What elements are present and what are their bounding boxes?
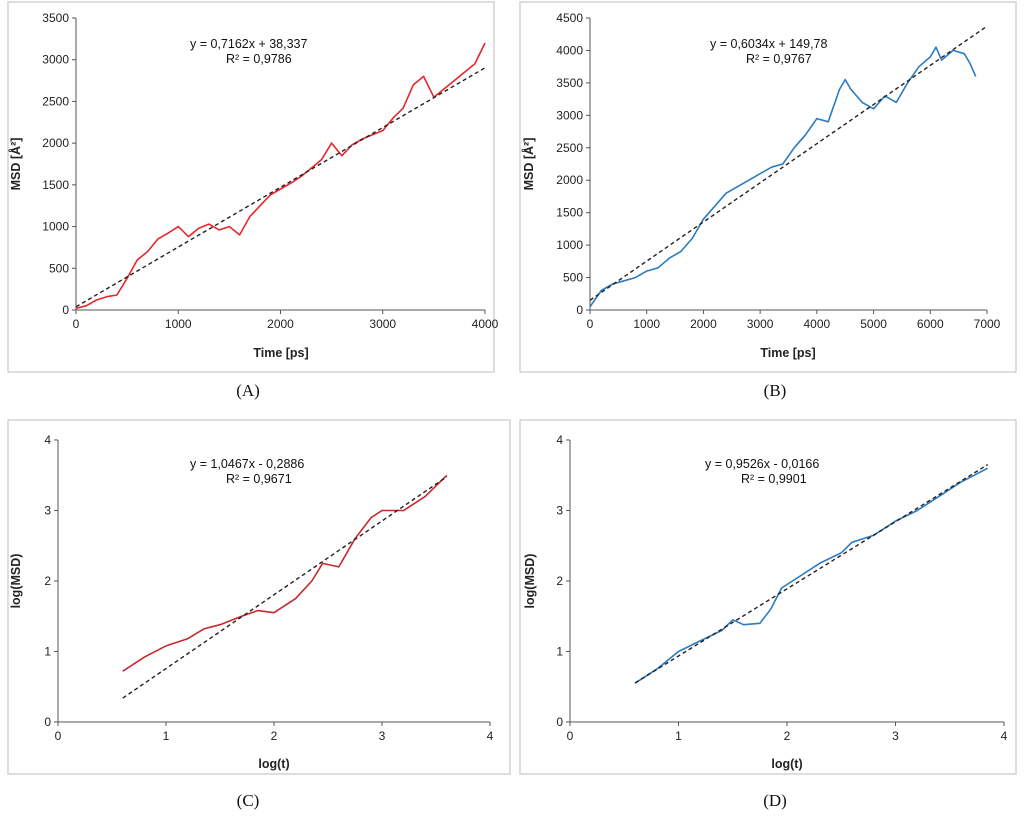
data-series-line-a (75, 42, 486, 310)
chart-frame-d (519, 419, 1017, 775)
panel-label-d: (D) (763, 791, 787, 810)
y-axis-label-d: log(MSD) (523, 554, 537, 609)
x-axis-label-a: Time [ps] (253, 346, 308, 360)
chart-panel-a: 0 1000 2000 3000 4000 0 500 1000 1500 2000 2500 300… (7, 1, 499, 373)
r-squared-a: R² = 0,9786 (226, 52, 292, 66)
x-tick-label-a: 2000 (267, 317, 294, 331)
y-tick-label-a: 3500 (42, 11, 69, 25)
x-tick-label-b: 1000 (633, 317, 660, 331)
x-axis-label-c: log(t) (258, 757, 289, 771)
y-tick-label-b: 3500 (556, 76, 583, 90)
y-tick-label-c: 3 (44, 504, 51, 518)
y-tick-label-a: 2500 (42, 94, 69, 108)
y-tick-label-b: 2500 (556, 141, 583, 155)
x-tick-label-a: 0 (73, 317, 80, 331)
y-tick-label-a: 1500 (42, 178, 69, 192)
y-tick-label-d: 3 (556, 504, 563, 518)
panel-label-c: (C) (237, 791, 260, 810)
y-tick-label-b: 1500 (556, 206, 583, 220)
trendline-b (589, 25, 988, 301)
trend-equation-b: y = 0,6034x + 149,78 (710, 37, 828, 51)
chart-panel-b: 0 1000 2000 3000 4000 5000 6000 7000 0 500 1000 150… (519, 1, 1017, 373)
y-tick-label-a: 500 (49, 261, 69, 275)
y-tick-label-d: 4 (556, 433, 563, 447)
trend-equation-c: y = 1,0467x - 0,2886 (190, 457, 304, 471)
trendline-c (122, 476, 448, 699)
y-tick-label-d: 2 (556, 574, 563, 588)
y-tick-label-c: 1 (44, 645, 51, 659)
x-tick-label-b: 0 (587, 317, 594, 331)
x-tick-label-a: 4000 (472, 317, 499, 331)
x-tick-label-b: 7000 (974, 317, 1001, 331)
data-series-line-c (122, 474, 448, 672)
y-tick-label-b: 500 (563, 271, 583, 285)
y-tick-label-b: 4500 (556, 11, 583, 25)
panel-label-b: (B) (764, 381, 787, 400)
data-series-line-d (634, 467, 989, 684)
x-tick-label-d: 2 (784, 729, 791, 743)
x-tick-label-c: 1 (163, 729, 170, 743)
y-tick-label-d: 0 (556, 715, 563, 729)
y-tick-label-c: 0 (44, 715, 51, 729)
y-axis-label-a: MSD [Å²] (8, 138, 23, 191)
y-tick-label-b: 1000 (556, 238, 583, 252)
x-tick-label-c: 2 (271, 729, 278, 743)
x-tick-label-b: 4000 (804, 317, 831, 331)
r-squared-b: R² = 0,9767 (746, 52, 812, 66)
data-series-line-b (589, 46, 977, 308)
x-tick-label-d: 0 (567, 729, 574, 743)
chart-frame-a (7, 1, 495, 373)
y-tick-label-b: 2000 (556, 173, 583, 187)
y-axis-label-c: log(MSD) (9, 554, 23, 609)
y-tick-label-c: 2 (44, 574, 51, 588)
trend-equation-a: y = 0,7162x + 38,337 (190, 37, 308, 51)
x-tick-label-b: 6000 (917, 317, 944, 331)
y-tick-label-b: 4000 (556, 43, 583, 57)
y-tick-label-b: 3000 (556, 108, 583, 122)
chart-frame-c (7, 419, 511, 775)
x-tick-label-d: 1 (675, 729, 682, 743)
chart-frame-b (519, 1, 1017, 373)
x-tick-label-a: 3000 (369, 317, 396, 331)
r-squared-d: R² = 0,9901 (741, 472, 807, 486)
y-tick-label-a: 3000 (42, 53, 69, 67)
y-tick-label-a: 2000 (42, 136, 69, 150)
x-axis-label-d: log(t) (771, 757, 802, 771)
x-axis-label-b: Time [ps] (760, 346, 815, 360)
x-tick-label-b: 2000 (690, 317, 717, 331)
panel-label-a: (A) (236, 381, 260, 400)
y-axis-label-b: MSD [Å²] (521, 138, 536, 191)
y-tick-label-a: 1000 (42, 220, 69, 234)
trendline-d (634, 464, 989, 684)
y-tick-label-c: 4 (44, 433, 51, 447)
x-tick-label-d: 4 (1001, 729, 1008, 743)
y-tick-label-b: 0 (576, 303, 583, 317)
x-tick-label-c: 3 (379, 729, 386, 743)
trend-equation-d: y = 0,9526x - 0,0166 (705, 457, 819, 471)
x-tick-label-c: 0 (55, 729, 62, 743)
x-tick-label-b: 5000 (860, 317, 887, 331)
x-tick-label-c: 4 (487, 729, 494, 743)
x-tick-label-d: 3 (892, 729, 899, 743)
y-tick-label-d: 1 (556, 645, 563, 659)
r-squared-c: R² = 0,9671 (226, 472, 292, 486)
y-tick-label-a: 0 (62, 303, 69, 317)
x-tick-label-b: 3000 (747, 317, 774, 331)
x-tick-label-a: 1000 (165, 317, 192, 331)
trendline-a (75, 67, 486, 308)
